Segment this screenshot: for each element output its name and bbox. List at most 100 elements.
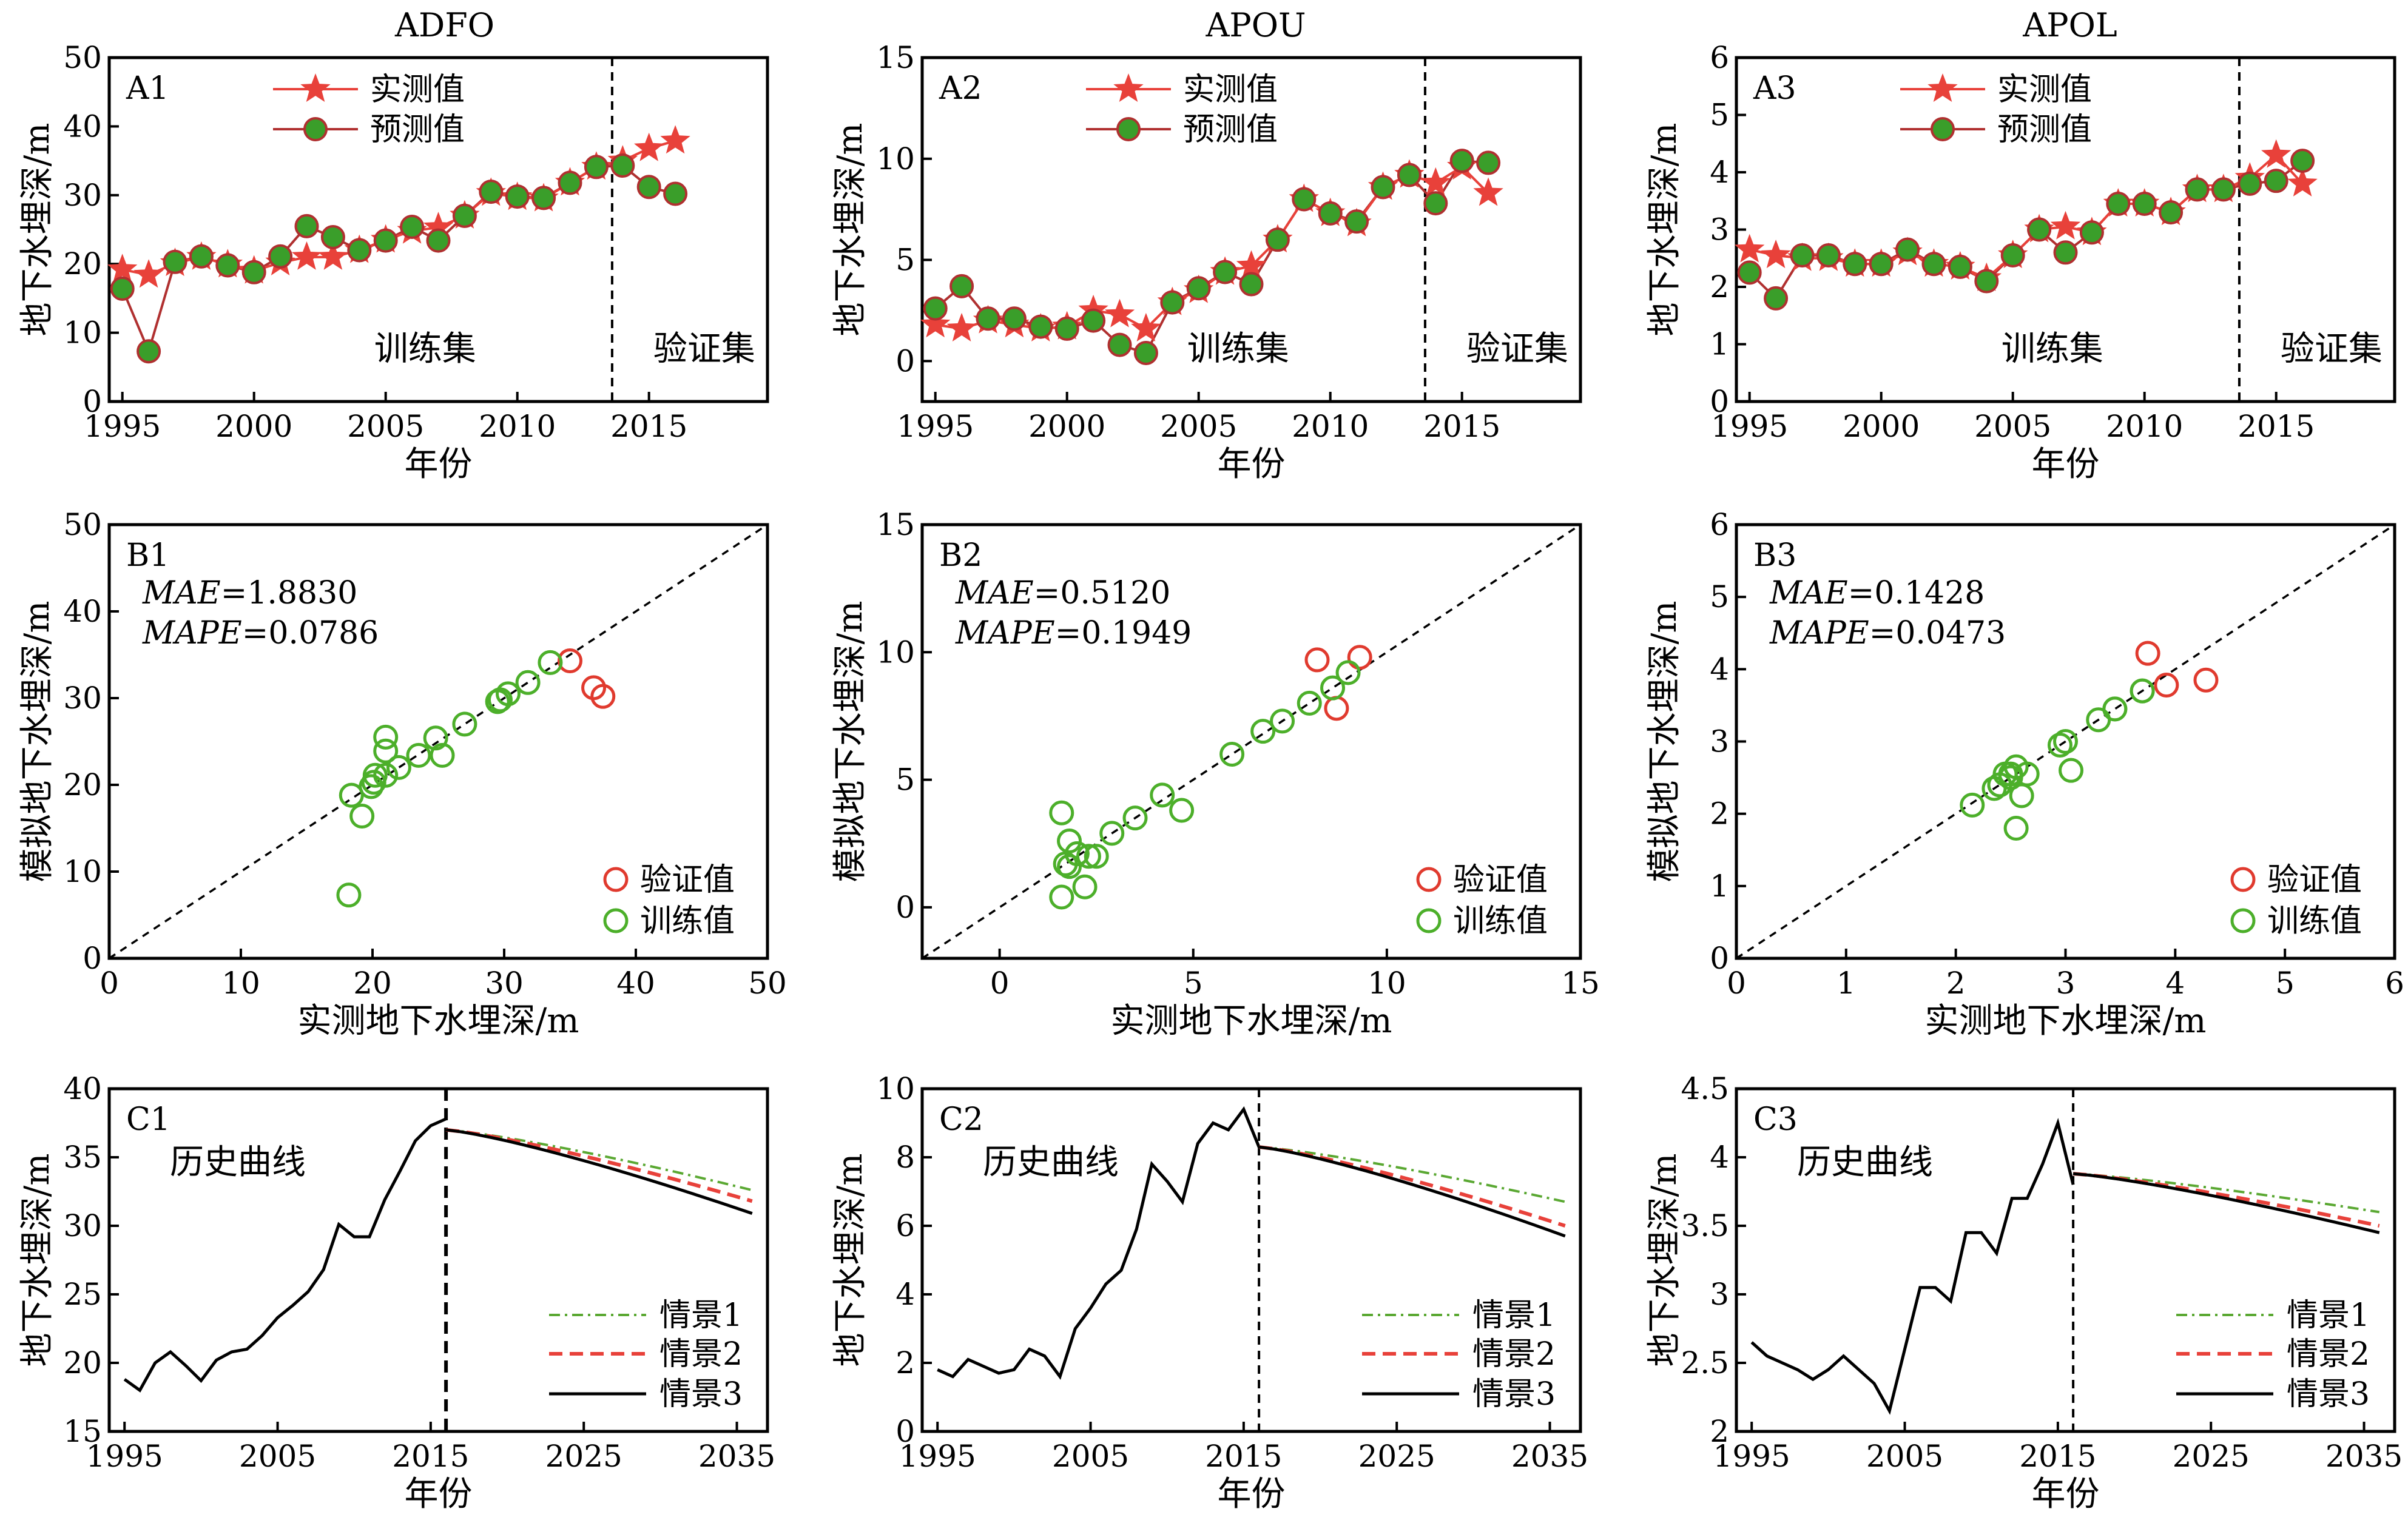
panel-a3-predicted-point bbox=[1816, 243, 1841, 268]
panel-b1-ytick-label: 0 bbox=[83, 941, 102, 976]
panel-c1-ytick-label: 35 bbox=[63, 1140, 102, 1175]
panel-a1-ytick-label: 50 bbox=[63, 40, 102, 75]
panel-b1-xtick-label: 0 bbox=[99, 966, 119, 1001]
panel-b1-frame bbox=[107, 523, 769, 960]
panel-a1-legend-predicted-text: 预测值 bbox=[370, 112, 465, 148]
panel-b2-ylabel: 模拟地下水埋深/m bbox=[831, 601, 870, 883]
panel-c1-label: C1 bbox=[126, 1101, 170, 1138]
panel-c1-xtick-label: 2005 bbox=[239, 1439, 316, 1474]
panel-a2-observed-point bbox=[1420, 167, 1451, 196]
panel-a2-predicted-point bbox=[1476, 150, 1501, 175]
panel-a2-ytick-label: 15 bbox=[876, 40, 915, 75]
panel-b3-training-point bbox=[2047, 732, 2072, 758]
panel-a2-predicted-point bbox=[923, 296, 948, 321]
panel-a2-predicted-point bbox=[1133, 340, 1158, 365]
panel-b3-ytick-label: 4 bbox=[1710, 651, 1729, 687]
panel-c1-ytick-label: 15 bbox=[63, 1414, 102, 1449]
panel-c1-history-label: 历史曲线 bbox=[170, 1143, 306, 1182]
panel-c2-label: C2 bbox=[939, 1101, 983, 1138]
panel-c3-xtick-label: 2005 bbox=[1866, 1439, 1943, 1474]
panel-a3-predicted-point bbox=[1921, 252, 1946, 277]
panel-c3-xtick-label: 2025 bbox=[2173, 1439, 2250, 1474]
panel-b2-metric-value: =0.1949 bbox=[1055, 615, 1192, 651]
panel-a3-predicted-point bbox=[1843, 252, 1867, 277]
panel-c2-legend-scenario-1-text: 情景1 bbox=[1472, 1297, 1556, 1334]
panel-c1-scenario-3-line bbox=[445, 1128, 753, 1215]
panel-c2-ytick-label: 6 bbox=[895, 1208, 915, 1243]
panel-a2-predicted-point bbox=[1054, 316, 1079, 341]
panel-b1-legend-training-text: 训练值 bbox=[640, 903, 735, 940]
panel-b3-ytick-label: 5 bbox=[1710, 579, 1729, 614]
panel-b1-training-point bbox=[362, 762, 388, 788]
panel-b2-ytick-label: 10 bbox=[876, 634, 915, 670]
panel-b1-xtick-label: 30 bbox=[485, 966, 524, 1001]
panel-b2-xtick-label: 10 bbox=[1368, 966, 1406, 1001]
panel-b2-metric-mape: MAPE=0.1949 bbox=[955, 615, 1192, 651]
panel-a2-predicted-point bbox=[1397, 163, 1422, 187]
panel-a2-predicted-point bbox=[1449, 149, 1474, 173]
panel-b2-ytick-label: 15 bbox=[876, 507, 915, 542]
panel-b3-training-point bbox=[2014, 761, 2040, 787]
panel-a1-xlabel: 年份 bbox=[405, 445, 473, 484]
panel-a1-xtick-label: 2000 bbox=[215, 409, 292, 444]
panel-b1-validation-point bbox=[590, 684, 616, 709]
panel-c2-xtick-label: 2025 bbox=[1358, 1439, 1435, 1474]
panel-b2-metric-value: =0.5120 bbox=[1034, 575, 1171, 611]
panel-a1-legend-observed-marker bbox=[300, 73, 331, 102]
panel-a3-observed-point bbox=[2261, 139, 2292, 168]
panel-a1-label: A1 bbox=[126, 70, 169, 107]
panel-a3-predicted-point bbox=[2000, 243, 2025, 268]
panel-b3-metric-value: =0.0473 bbox=[1869, 615, 2006, 651]
panel-a2-observed-point bbox=[920, 309, 951, 338]
panel-b2-ytick-label: 0 bbox=[895, 890, 915, 925]
panel-c1-ylabel: 地下水埋深/m bbox=[18, 1154, 57, 1367]
panel-c1-xtick-label: 2025 bbox=[545, 1439, 622, 1474]
panel-a2-xtick-label: 2010 bbox=[1292, 409, 1369, 444]
panel-b3-training-point bbox=[2009, 783, 2034, 809]
panel-a3-observed-point bbox=[2287, 167, 2318, 197]
panel-c2-scenario-2-line bbox=[1258, 1145, 1566, 1228]
panel-c2-legend-scenario-3-text: 情景3 bbox=[1472, 1376, 1556, 1413]
panel-a2-observed-line bbox=[935, 165, 1489, 331]
panel-b3-ytick-label: 6 bbox=[1710, 507, 1729, 542]
panel-b2-identity-line bbox=[922, 523, 1581, 960]
panel-a1-predicted-point bbox=[347, 238, 372, 263]
panel-c3-xtick-label: 2035 bbox=[2325, 1439, 2403, 1474]
panel-c2-xtick-label: 1995 bbox=[899, 1439, 976, 1474]
panel-b1-training-point bbox=[349, 803, 375, 829]
panel-a2-xtick-label: 2005 bbox=[1160, 409, 1237, 444]
panel-c2-ytick-label: 10 bbox=[876, 1071, 915, 1106]
panel-a2: 1995 2000 2005 2010 2015 0 5 10 15 年份 地下水埋深/m A2 训练集… bbox=[831, 40, 1582, 484]
panel-b2-xtick-label: 15 bbox=[1561, 966, 1600, 1001]
panel-c2-scenario-1-line bbox=[1258, 1146, 1566, 1203]
panel-a3-predicted-point bbox=[2238, 171, 2262, 196]
panel-b3-training-point bbox=[2053, 729, 2078, 754]
panel-a2-xtick-label: 2015 bbox=[1423, 409, 1500, 444]
panel-c3-xlabel: 年份 bbox=[2032, 1474, 2100, 1514]
panel-b2-metric-name: MAE bbox=[955, 575, 1034, 611]
panel-a1-ytick-label: 10 bbox=[63, 315, 102, 351]
panel-c2-history-line bbox=[937, 1106, 1261, 1380]
panel-a1-legend-predicted-marker bbox=[303, 117, 328, 141]
panel-b2-legend-validation-marker bbox=[1416, 867, 1442, 892]
panel-b1-ytick-label: 30 bbox=[63, 681, 102, 716]
col-title-adfo: ADFO bbox=[394, 6, 494, 44]
panel-b3-metric-value: =0.1428 bbox=[1848, 575, 1985, 611]
panel-c3-ylabel: 地下水埋深/m bbox=[1645, 1154, 1684, 1367]
panel-a1-observed-point bbox=[634, 132, 664, 161]
panel-a3-xtick-label: 2015 bbox=[2238, 409, 2315, 444]
panel-b3-training-point bbox=[1960, 792, 1985, 818]
panel-b1-training-point bbox=[373, 762, 399, 788]
panel-a3-observed-line bbox=[1749, 153, 2304, 280]
panel-a3-predicted-point bbox=[1974, 269, 1999, 294]
panel-a2-xtick-label: 1995 bbox=[897, 409, 974, 444]
panel-b2-ytick-label: 5 bbox=[895, 762, 915, 798]
panel-c2-xtick-label: 2005 bbox=[1052, 1439, 1129, 1474]
panel-b1-metric-mape: MAPE=0.0786 bbox=[142, 615, 379, 651]
panel-b2-training-point bbox=[1122, 805, 1148, 831]
panel-a1-ytick-label: 40 bbox=[63, 109, 102, 144]
panel-c1-xlabel: 年份 bbox=[405, 1474, 473, 1514]
panel-b1-training-point bbox=[423, 725, 448, 751]
panel-b2-legend-validation-text: 验证值 bbox=[1453, 862, 1548, 898]
panel-b2-validation-point bbox=[1324, 696, 1349, 721]
